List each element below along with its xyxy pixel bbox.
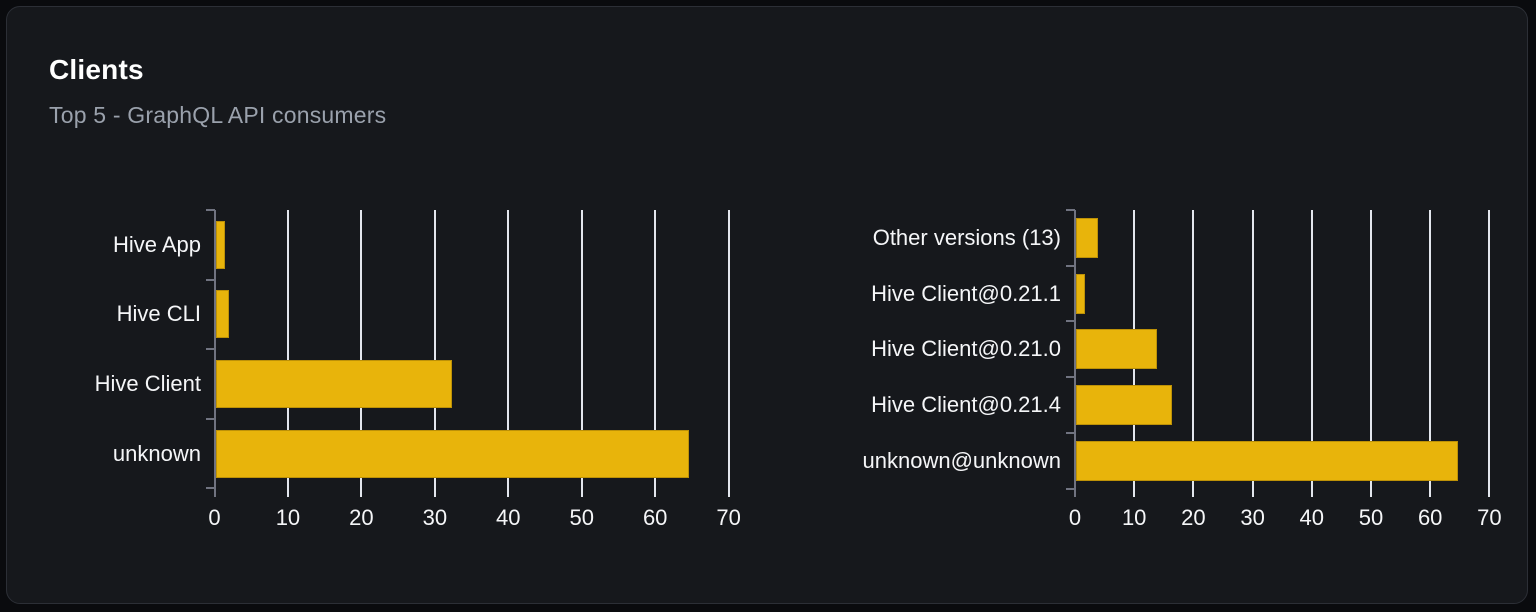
- y-axis-tick: [1066, 320, 1075, 323]
- y-axis-tick: [1066, 431, 1075, 434]
- gridline: [654, 210, 657, 489]
- bar: [1076, 440, 1459, 481]
- y-axis-tick: [205, 209, 215, 211]
- gridline: [727, 210, 730, 489]
- category-label: unknown@unknown: [862, 447, 1061, 473]
- x-tick-label: 40: [496, 505, 521, 530]
- y-axis-tick: [205, 417, 215, 420]
- x-axis-tick: [1192, 488, 1195, 497]
- category-label: Other versions (13): [872, 224, 1061, 250]
- x-axis-tick: [507, 488, 510, 497]
- bar: [1076, 273, 1086, 314]
- x-axis-tick: [727, 488, 730, 497]
- x-axis-tick: [654, 488, 657, 497]
- y-axis-line: [213, 210, 216, 489]
- x-tick-label: 60: [1417, 505, 1443, 530]
- x-tick-label: 50: [569, 505, 594, 530]
- x-axis-tick: [286, 488, 289, 497]
- gridline: [433, 210, 436, 489]
- x-axis-tick: [213, 488, 216, 497]
- y-axis-tick: [1066, 209, 1075, 211]
- x-tick-label: 50: [1358, 505, 1384, 530]
- x-tick-label: 20: [1181, 505, 1206, 530]
- x-axis-tick: [1429, 488, 1432, 497]
- y-axis-line: [1074, 210, 1076, 489]
- bar: [215, 429, 690, 478]
- y-axis-tick: [1066, 264, 1075, 267]
- bar: [215, 220, 226, 269]
- y-axis-tick: [205, 348, 215, 351]
- x-axis-tick: [1251, 488, 1254, 497]
- category-label: unknown: [112, 440, 201, 466]
- gridline: [1488, 210, 1491, 489]
- clients-card: Clients Top 5 - GraphQL API consumers: [6, 6, 1528, 604]
- bar: [215, 360, 452, 409]
- x-axis-tick: [580, 488, 583, 497]
- x-tick-label: 40: [1299, 505, 1325, 530]
- x-tick-label: 10: [275, 505, 301, 530]
- x-tick-label: 0: [1068, 505, 1082, 530]
- x-tick-label: 70: [716, 505, 741, 530]
- gridline: [360, 210, 363, 489]
- card-title: Clients: [49, 54, 144, 85]
- bar: [1076, 329, 1158, 370]
- gridline: [286, 210, 289, 489]
- bar: [215, 290, 230, 339]
- x-axis-tick: [1310, 488, 1313, 497]
- x-axis-tick: [1370, 488, 1372, 497]
- x-axis-tick: [360, 488, 363, 497]
- category-label: Hive Client@0.21.4: [871, 391, 1061, 417]
- category-label: Hive App: [112, 231, 201, 257]
- gridline: [1429, 210, 1432, 489]
- x-tick-label: 10: [1121, 505, 1147, 530]
- x-tick-label: 20: [349, 505, 374, 530]
- card-subtitle: Top 5 - GraphQL API consumers: [49, 102, 387, 128]
- bar: [1076, 384, 1173, 425]
- x-tick-label: 30: [1240, 505, 1265, 530]
- category-label: Hive Client: [94, 371, 201, 397]
- x-axis-tick: [433, 488, 436, 497]
- bar: [1076, 217, 1099, 258]
- category-label: Hive Client@0.21.1: [871, 280, 1061, 306]
- x-axis-tick: [1074, 488, 1076, 497]
- y-axis-tick: [205, 487, 215, 490]
- gridline: [1370, 210, 1372, 489]
- gridline: [580, 210, 583, 489]
- gridline: [507, 210, 510, 489]
- gridline: [1310, 210, 1313, 489]
- x-axis-tick: [1133, 488, 1136, 497]
- y-axis-tick: [1066, 487, 1075, 490]
- x-tick-label: 30: [422, 505, 448, 530]
- x-axis-tick: [1488, 488, 1491, 497]
- gridline: [1251, 210, 1254, 489]
- y-axis-tick: [1066, 376, 1075, 379]
- x-tick-label: 0: [208, 505, 221, 530]
- x-tick-label: 70: [1477, 505, 1502, 530]
- category-label: Hive Client@0.21.0: [871, 336, 1061, 362]
- y-axis-tick: [205, 278, 215, 281]
- x-tick-label: 60: [642, 505, 668, 530]
- gridline: [1192, 210, 1195, 489]
- category-label: Hive CLI: [116, 301, 201, 327]
